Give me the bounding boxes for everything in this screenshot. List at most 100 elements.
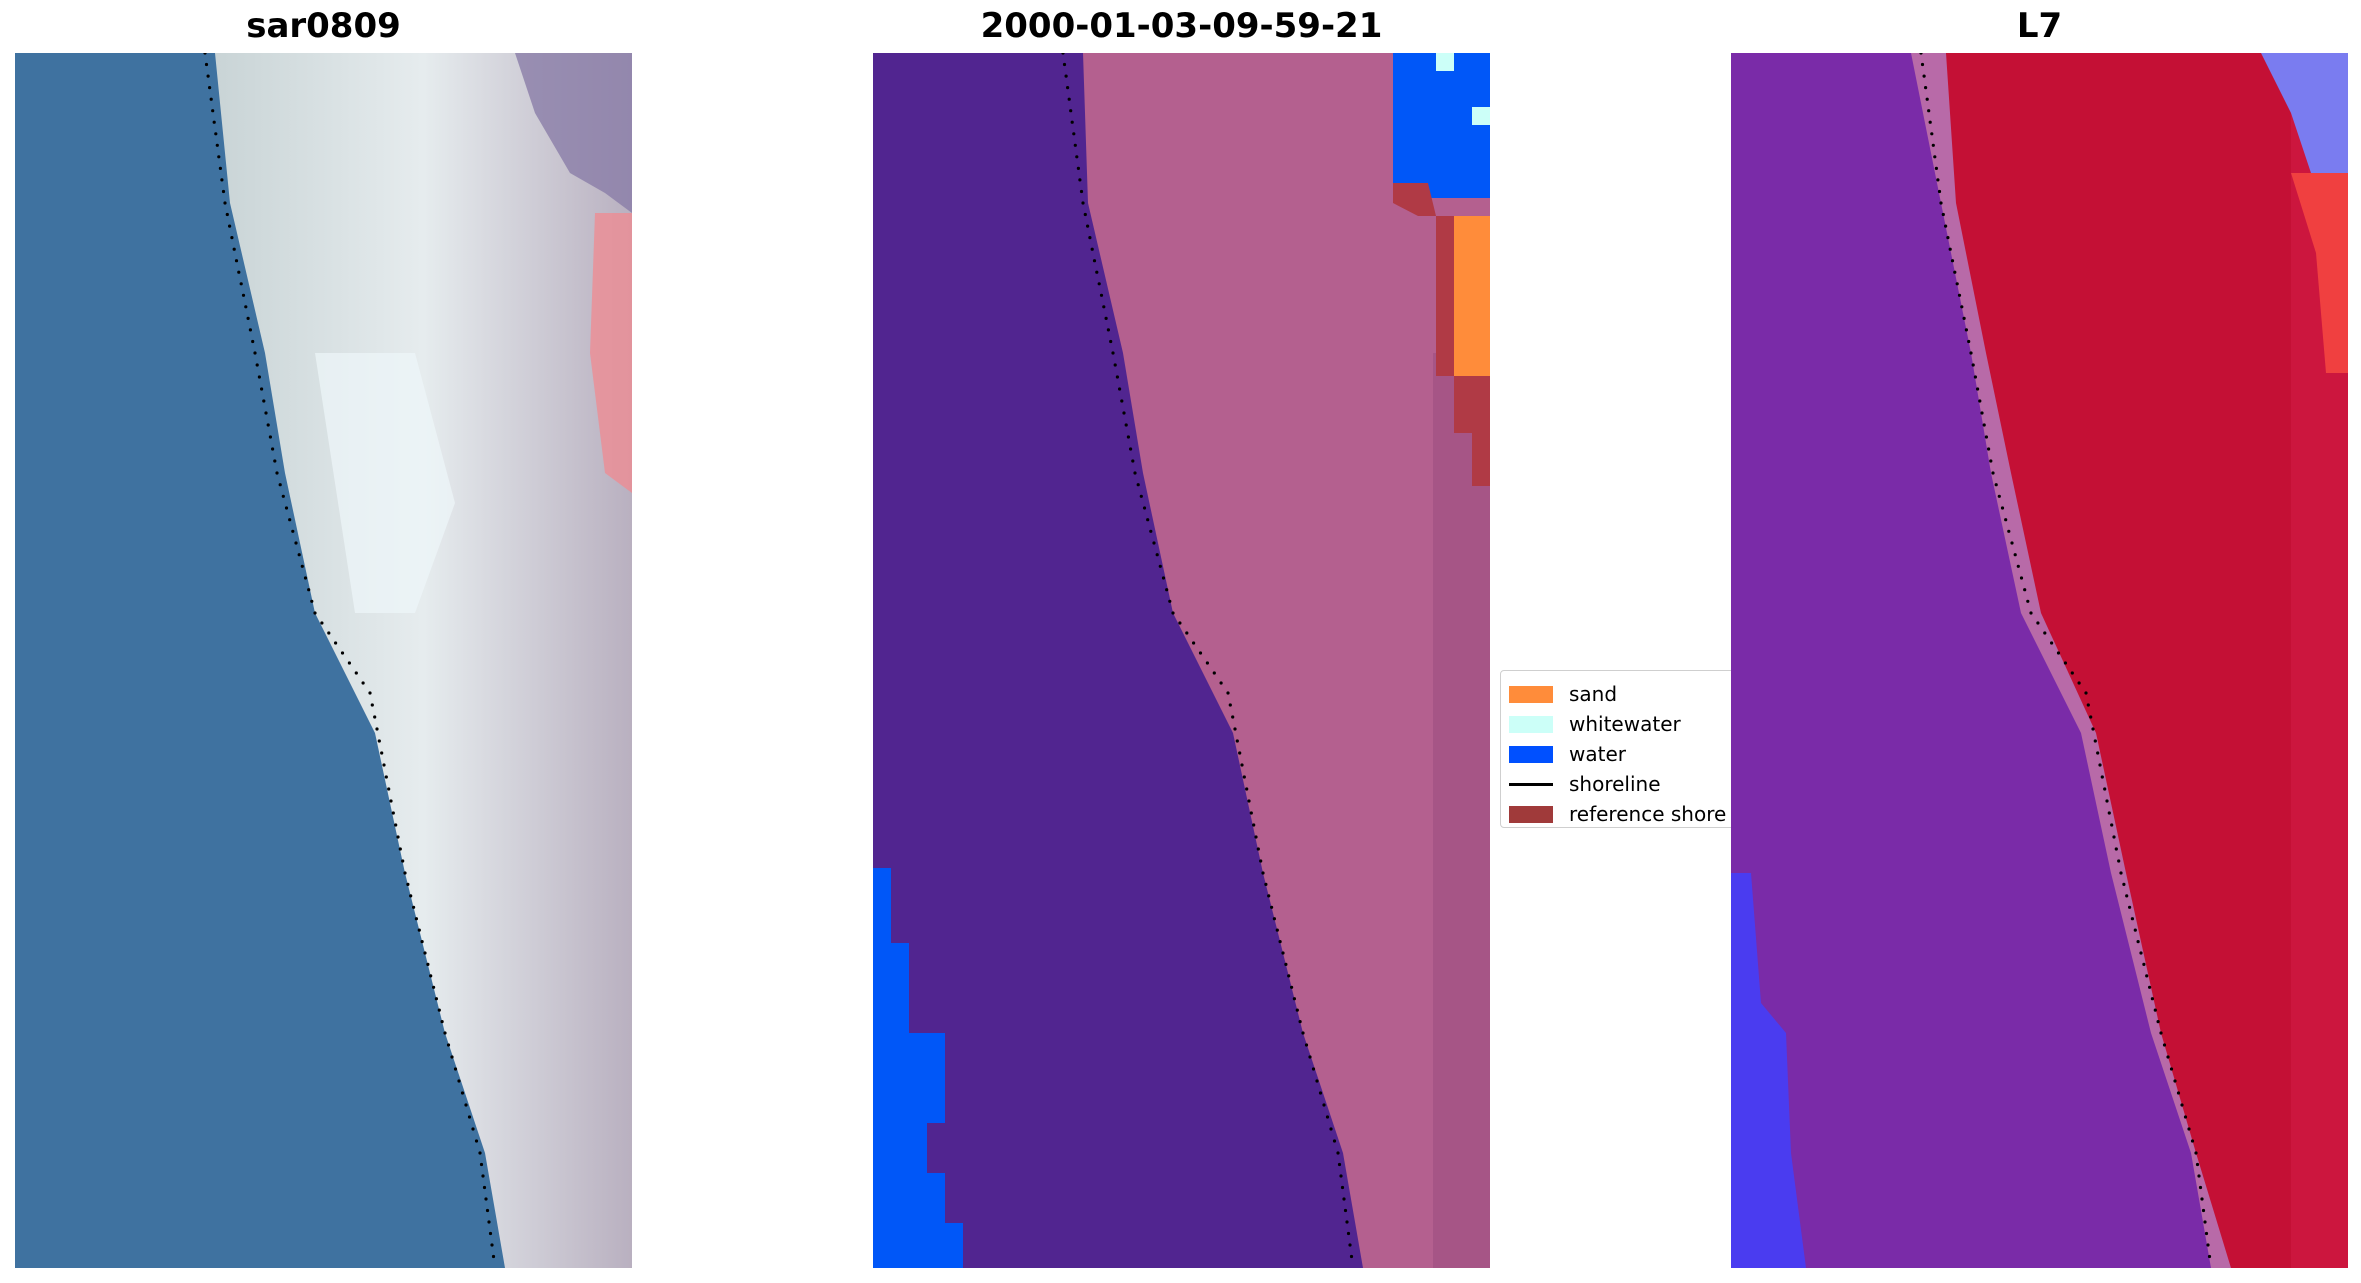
shoreline-dot [1349,1254,1354,1259]
shoreline-dot [1342,1197,1346,1201]
shoreline-dot [1086,224,1090,228]
shoreline-dot [1953,270,1957,274]
shoreline-dot [417,928,421,932]
shoreline-dot [406,882,410,887]
shoreline-dot [1969,351,1973,355]
shoreline-dot [1212,671,1216,675]
shoreline-dot [2130,917,2134,921]
shoreline-dot [2159,1031,2163,1035]
shoreline-dot [2198,1185,2203,1190]
shoreline-dot [1980,411,1984,415]
shoreline-dot [215,143,219,147]
shoreline-dot [432,985,436,989]
legend-label: shoreline [1569,772,1661,796]
shoreline-dot [1171,611,1175,615]
shoreline-dots [203,53,496,1259]
shoreline-dot [2023,588,2027,592]
shoreline-dot [2187,1127,2191,1131]
red-patch [590,213,632,493]
legend-item-sand: sand [1509,679,1739,709]
shoreline-dot [2206,1243,2210,1247]
shoreline-dot [450,1055,454,1059]
shoreline-dot [1272,917,1276,921]
shoreline-dot [1311,1067,1316,1071]
shoreline-dot [2133,928,2137,932]
shoreline-dot [1090,247,1094,251]
shoreline-dot [1178,621,1182,625]
shoreline-dot [1960,305,1964,309]
shoreline-dot [1925,97,1929,101]
whitewater-pixel [1436,53,1454,71]
shoreline-dot [230,236,234,240]
shoreline-dot [1267,894,1271,898]
shoreline-dot [1337,1162,1342,1167]
shoreline-dot [291,529,295,533]
shoreline-dot [1933,155,1937,159]
shoreline-dot [2084,691,2088,695]
shoreline-dot [211,109,215,113]
shoreline-dot [1118,387,1122,391]
shoreline-dot [284,506,289,510]
water-patch-top [1393,53,1490,198]
shoreline-dot [244,305,248,309]
falsecolor-image-panel [1731,53,2348,1268]
shoreline-dot [373,715,377,719]
shoreline-dot [1287,974,1291,978]
shoreline-dot [310,599,314,603]
shoreline-dot [434,997,438,1001]
shoreline-dot [225,212,229,217]
shoreline-dot [1924,86,1928,90]
shoreline-dot [1922,74,1926,78]
shoreline-dot [1066,86,1070,90]
shoreline-dot [206,74,210,78]
shoreline-dot [482,1185,487,1190]
shoreline-dot [1278,940,1282,944]
shoreline-dot [228,224,232,228]
shoreline-dot [2166,1055,2170,1059]
shoreline-dot [271,447,275,451]
shoreline-dot [2016,564,2020,568]
shoreline-dot [479,1162,484,1167]
shoreline-dot [288,518,292,522]
shoreline-dot [1104,316,1108,320]
shoreline-dot [1165,588,1169,592]
shoreline-dot [232,247,236,251]
shoreline-dot [487,1220,491,1224]
shoreline-dot [1920,62,1925,67]
shoreline-dot [1155,553,1159,557]
shoreline-dot [1939,201,1943,205]
shoreline-dot [2089,715,2093,719]
shoreline-dot [334,641,338,645]
shoreline-dot [1146,518,1150,522]
shoreline-dot [1092,259,1097,263]
shoreline-dot [1249,811,1253,815]
panel-title-falsecolor: L7 [2016,6,2063,46]
shoreline-dot [2096,751,2100,755]
shoreline-dot [237,270,241,274]
shoreline-dot [347,661,351,665]
shoreline-dot [2136,940,2140,944]
shoreline-dot [1131,459,1135,463]
shoreline-dot [1247,799,1251,803]
shoreline-dot [2122,882,2126,887]
shoreline-dot [260,387,264,391]
shoreline-dot [273,459,277,463]
legend-item-reference-shore: reference shore [1509,799,1739,829]
shoreline-dot [1957,293,1962,297]
shoreline-dot [423,951,427,955]
shoreline-dot [2203,1220,2207,1224]
shoreline-dot [2204,1231,2209,1236]
shoreline-dot [223,201,227,205]
falsecolor-blue-patch [1731,873,1806,1268]
shoreline-dot [327,631,331,635]
bright-surf [315,353,455,613]
shoreline-dot [2117,859,2121,863]
shoreline-dot [251,339,255,344]
shoreline-dot [1340,1185,1345,1190]
whitewater-pixel-2 [1472,107,1490,125]
shoreline-dot [484,1197,488,1201]
shoreline-dot [208,86,212,90]
shoreline-dot [2091,727,2095,731]
shoreline-dot [1978,399,1982,403]
shoreline-dot [491,1254,496,1259]
